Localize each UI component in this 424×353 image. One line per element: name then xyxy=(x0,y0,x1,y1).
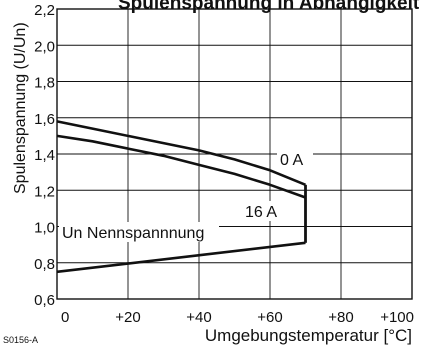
y-tick-label: 1,8 xyxy=(34,75,55,92)
y-tick-label: 1,4 xyxy=(34,147,55,164)
figure-code: S0156-A xyxy=(3,335,38,345)
y-tick-label: 2,2 xyxy=(34,2,55,19)
y-tick-label: 1,2 xyxy=(34,183,55,200)
series-line-1 xyxy=(56,120,306,187)
series-label-bg xyxy=(59,222,219,242)
series-label-2: 16 A xyxy=(245,204,277,221)
grid-lines xyxy=(57,9,412,299)
y-tick-label: 1,0 xyxy=(34,220,55,237)
x-tick-label: +100 xyxy=(380,309,414,326)
y-tick-label: 0,8 xyxy=(34,256,55,273)
chart-title: Spulenspannung in Abhängigkeit xyxy=(118,0,420,14)
x-tick-label: 0 xyxy=(61,309,69,326)
tick-labels: 0,6 0,8 1,0 1,2 1,4 1,6 1,8 2,0 2,2 0 +20 +40 +60 +80… xyxy=(34,2,414,326)
series-labels: 0 A 16 A Un Nennspannnung xyxy=(59,149,313,242)
series-label-1: 0 A xyxy=(280,152,303,169)
y-tick-label: 2,0 xyxy=(34,38,55,55)
series-label-bg xyxy=(277,149,313,169)
x-axis-label: Umgebungstemperatur [°C] xyxy=(205,326,412,345)
y-tick-label: 0,6 xyxy=(34,292,55,309)
x-tick-label: +20 xyxy=(115,309,140,326)
y-tick-label: 1,6 xyxy=(34,111,55,128)
x-tick-label: +40 xyxy=(186,309,211,326)
x-tick-label: +60 xyxy=(257,309,282,326)
series-line-3 xyxy=(56,241,306,274)
series-line-2 xyxy=(56,134,306,199)
y-axis-label: Spulenspannung (U/Un) xyxy=(12,22,29,194)
series-label-3: Un Nennspannnung xyxy=(62,225,204,242)
plot-frame xyxy=(56,8,413,300)
series-label-bg xyxy=(242,201,280,221)
x-tick-label: +80 xyxy=(328,309,353,326)
curves xyxy=(56,120,307,274)
